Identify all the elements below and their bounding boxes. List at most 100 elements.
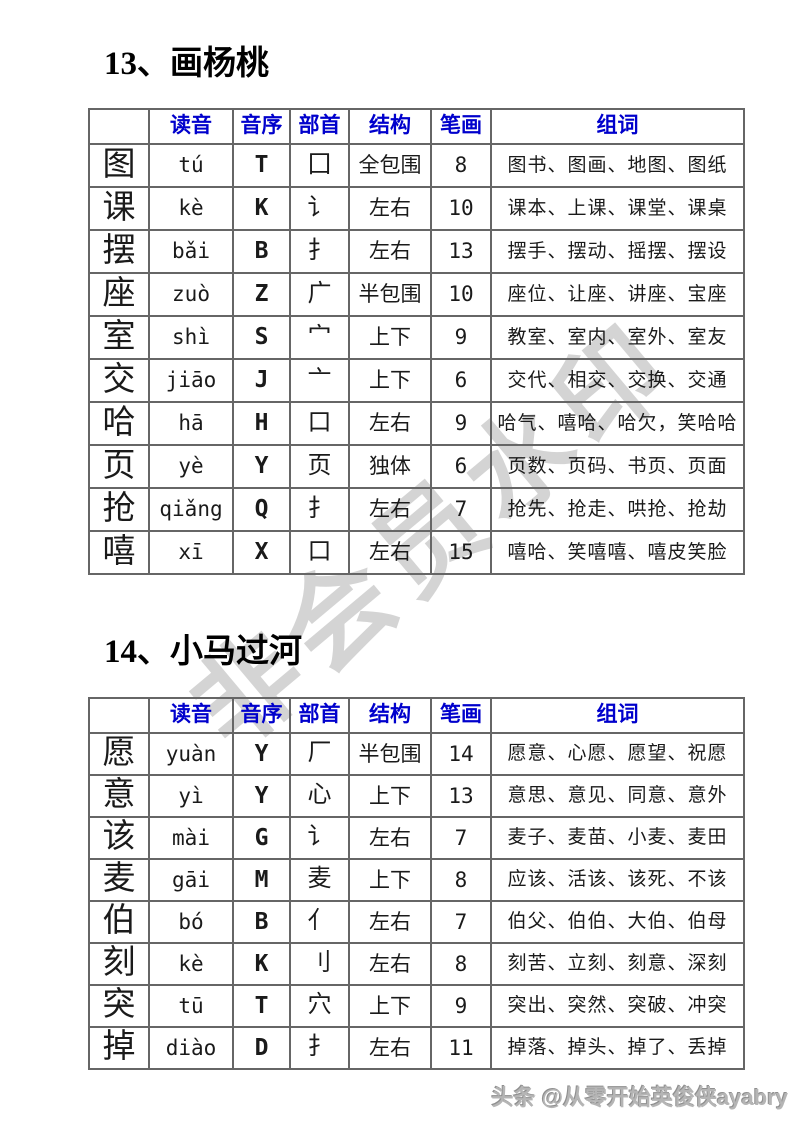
pinyin-cell: xī [148,530,234,575]
table-row: 页 yè Y 页独体 6 页数、页码、书页、页面 [88,444,745,489]
pinyin-cell: kè [148,942,234,986]
radical-cell: 讠 [289,816,350,860]
column-header: 笔画 [430,697,492,734]
words-cell: 突出、突然、突破、冲突 [490,984,745,1028]
char-cell: 交 [88,358,150,403]
strokes-cell: 7 [430,900,492,944]
char-cell: 伯 [88,900,150,944]
radical-cell: 口 [289,401,350,446]
structure-cell: 上下 [348,315,432,360]
table-row: 室 shì S 宀上下 9 教室、室内、室外、室友 [88,315,745,360]
pinyin-cell: jiāo [148,358,234,403]
radical-cell: 厂 [289,732,350,776]
strokes-cell: 6 [430,444,492,489]
radical-cell: 扌 [289,1026,350,1070]
table-row: 座 zuò Z 广半包围 10 座位、让座、讲座、宝座 [88,272,745,317]
char-cell: 座 [88,272,150,317]
words-cell: 伯父、伯伯、大伯、伯母 [490,900,745,944]
table-row: 掉 diào D 扌左右 11 掉落、掉头、掉了、丢掉 [88,1026,745,1070]
initial-cell: Q [232,487,291,532]
radical-cell: 麦 [289,858,350,902]
words-cell: 意思、意见、同意、意外 [490,774,745,818]
strokes-cell: 9 [430,401,492,446]
words-cell: 抢先、抢走、哄抢、抢劫 [490,487,745,532]
initial-cell: T [232,984,291,1028]
lesson-13-title: 13、画杨桃 [104,46,269,82]
pinyin-cell: bǎi [148,229,234,274]
initial-cell: Y [232,732,291,776]
pinyin-cell: diào [148,1026,234,1070]
pinyin-cell: tú [148,143,234,188]
structure-cell: 全包围 [348,143,432,188]
words-cell: 摆手、摆动、摇摆、摆设 [490,229,745,274]
strokes-cell: 14 [430,732,492,776]
pinyin-cell: zuò [148,272,234,317]
words-cell: 交代、相交、交换、交通 [490,358,745,403]
strokes-cell: 11 [430,1026,492,1070]
column-header: 读音 [148,108,234,145]
radical-cell: 亠 [289,358,350,403]
structure-cell: 上下 [348,358,432,403]
table-row: 图 tú T 囗全包围 8 图书、图画、地图、图纸 [88,143,745,188]
table-row: 刻 kè K 刂左右 8 刻苦、立刻、刻意、深刻 [88,942,745,986]
initial-cell: K [232,942,291,986]
words-cell: 麦子、麦苗、小麦、麦田 [490,816,745,860]
strokes-cell: 13 [430,229,492,274]
char-cell: 该 [88,816,150,860]
initial-cell: B [232,229,291,274]
radical-cell: 页 [289,444,350,489]
pinyin-cell: yè [148,444,234,489]
radical-cell: 穴 [289,984,350,1028]
structure-cell: 左右 [348,487,432,532]
words-cell: 掉落、掉头、掉了、丢掉 [490,1026,745,1070]
corner-cell [88,697,150,734]
strokes-cell: 6 [430,358,492,403]
words-cell: 图书、图画、地图、图纸 [490,143,745,188]
pinyin-cell: kè [148,186,234,231]
column-header: 读音 [148,697,234,734]
structure-cell: 独体 [348,444,432,489]
words-cell: 刻苦、立刻、刻意、深刻 [490,942,745,986]
char-cell: 哈 [88,401,150,446]
structure-cell: 左右 [348,816,432,860]
radical-cell: 心 [289,774,350,818]
column-header: 笔画 [430,108,492,145]
radical-cell: 扌 [289,229,350,274]
initial-cell: S [232,315,291,360]
pinyin-cell: shì [148,315,234,360]
column-header: 部首 [289,108,350,145]
radical-cell: 囗 [289,143,350,188]
char-cell: 室 [88,315,150,360]
strokes-cell: 15 [430,530,492,575]
initial-cell: B [232,900,291,944]
column-header: 部首 [289,697,350,734]
table-row: 嘻 xī X 口左右 15 嘻哈、笑嘻嘻、嘻皮笑脸 [88,530,745,575]
pinyin-cell: gāi [148,858,234,902]
words-cell: 教室、室内、室外、室友 [490,315,745,360]
corner-cell [88,108,150,145]
column-header: 组词 [490,108,745,145]
table-row: 意 yì Y 心上下 13 意思、意见、同意、意外 [88,774,745,818]
table-row: 伯 bó B 亻左右 7 伯父、伯伯、大伯、伯母 [88,900,745,944]
char-cell: 嘻 [88,530,150,575]
char-cell: 抢 [88,487,150,532]
radical-cell: 讠 [289,186,350,231]
strokes-cell: 8 [430,858,492,902]
table-row: 突 tū T 穴上下 9 突出、突然、突破、冲突 [88,984,745,1028]
column-header: 音序 [232,697,291,734]
table-row: 哈 hā H 口左右 9 哈气、嘻哈、哈欠，笑哈哈 [88,401,745,446]
initial-cell: X [232,530,291,575]
strokes-cell: 8 [430,143,492,188]
radical-cell: 宀 [289,315,350,360]
column-header: 结构 [348,108,432,145]
structure-cell: 上下 [348,984,432,1028]
header-row: 读音 音序 部首 结构 笔画 组词 [88,697,745,734]
char-cell: 摆 [88,229,150,274]
strokes-cell: 13 [430,774,492,818]
words-cell: 嘻哈、笑嘻嘻、嘻皮笑脸 [490,530,745,575]
strokes-cell: 9 [430,315,492,360]
structure-cell: 上下 [348,774,432,818]
char-cell: 意 [88,774,150,818]
lesson-13-character-table: 读音 音序 部首 结构 笔画 组词 图 tú T 囗全包围 8 图书、图画、地图、图纸课 kè K 讠左右… [88,108,745,575]
